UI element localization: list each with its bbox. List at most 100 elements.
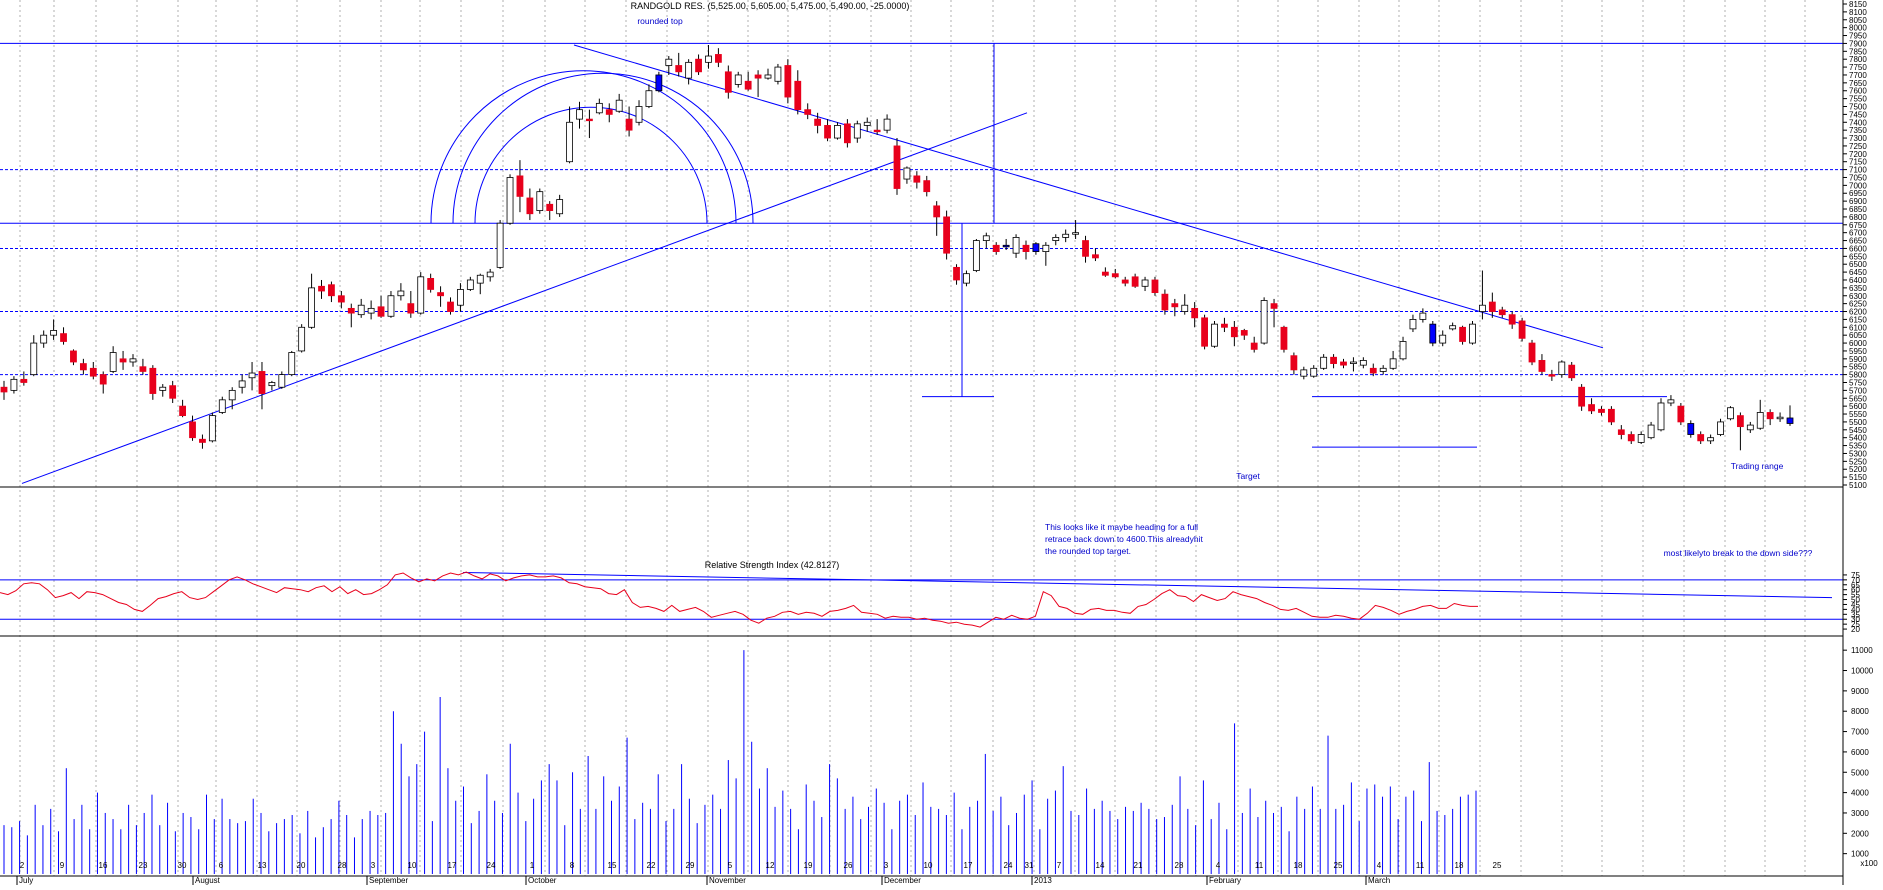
candle-body [665, 58, 673, 66]
volume-axis-label: 9000 [1851, 687, 1869, 696]
candle-body [1558, 361, 1566, 376]
candle-body [278, 374, 286, 388]
candle-body [1677, 405, 1685, 423]
candle-body [675, 65, 683, 73]
candle-body [724, 71, 732, 93]
x-axis-day-label: 26 [844, 861, 853, 870]
x-axis-day-label: 24 [487, 861, 496, 870]
x-axis-month-label: November [709, 876, 746, 885]
candle-body [1409, 319, 1417, 330]
falling-trendline [573, 44, 1604, 349]
candle-body [199, 438, 206, 443]
candle-body [804, 109, 812, 115]
candle-body [784, 65, 792, 98]
candle-body [953, 266, 960, 281]
rsi-axis-label: 45 [1851, 600, 1860, 609]
annotation-rounded-top: rounded top [637, 16, 683, 26]
candle-body [1657, 402, 1665, 431]
candle-body [40, 334, 48, 344]
price-axis-label: 8000 [1849, 24, 1867, 33]
x-axis-day-label: 17 [448, 861, 457, 870]
x-axis-day-label: 21 [1134, 861, 1143, 870]
candle-body [1736, 415, 1744, 428]
candle-body [1082, 240, 1089, 257]
candle-body [1240, 330, 1248, 336]
candle-body [992, 244, 1000, 252]
volume-axis-label: 3000 [1851, 809, 1869, 818]
price-axis-label: 7800 [1849, 55, 1867, 64]
x-axis-day-label: 3 [884, 861, 889, 870]
price-axis-label: 7550 [1849, 95, 1867, 104]
x-axis-month-label: February [1209, 876, 1241, 885]
candle-body [1608, 408, 1615, 423]
candle-body [1300, 369, 1308, 377]
candle-body [60, 333, 67, 342]
price-axis-label: 6950 [1849, 189, 1867, 198]
candle-body [139, 366, 147, 372]
price-axis-label: 6200 [1849, 308, 1867, 317]
candle-body [1459, 326, 1466, 342]
price-axis-label: 6800 [1849, 213, 1867, 222]
x-axis-month-label: July [19, 876, 33, 885]
candle-body [754, 74, 762, 79]
price-axis-label: 5950 [1849, 347, 1867, 356]
rounded-top-arc [452, 72, 754, 224]
price-axis-label: 6550 [1849, 252, 1867, 261]
x-axis-day-label: 30 [178, 861, 187, 870]
candle-body [1588, 404, 1595, 412]
candle-body [70, 350, 77, 363]
candle-body [288, 352, 296, 376]
candle-body [1141, 279, 1149, 287]
price-axis-label: 8100 [1849, 8, 1867, 17]
candle-body [605, 109, 613, 115]
volume-axis-label: 8000 [1851, 707, 1869, 716]
candle-body [377, 306, 385, 317]
price-axis-label: 5900 [1849, 355, 1867, 364]
x-axis-day-label: 23 [139, 861, 148, 870]
x-axis-day-label: 1 [530, 861, 535, 870]
candle-body [238, 380, 246, 388]
rsi-axis-label: 55 [1851, 591, 1860, 600]
candle-body [1766, 412, 1774, 420]
annotation-trading-range: Trading range [1731, 461, 1784, 471]
candle-body [1201, 317, 1208, 347]
candle-body [1310, 367, 1318, 377]
candle-body [1508, 314, 1516, 325]
price-axis-label: 7750 [1849, 63, 1867, 72]
candle-body [218, 399, 226, 413]
x-axis-day-label: 2 [20, 861, 25, 870]
candle-body [337, 295, 345, 303]
x-axis-day-label: 31 [1025, 861, 1034, 870]
x-axis-day-label: 18 [1455, 861, 1464, 870]
candle-body [1161, 293, 1169, 311]
candle-body [705, 55, 712, 63]
rounded-top-arc [474, 106, 708, 224]
candle-body [99, 374, 107, 385]
candle-body [1250, 342, 1258, 350]
candle-body [536, 191, 544, 211]
candle-body [1221, 323, 1228, 328]
price-axis-label: 7500 [1849, 103, 1867, 112]
price-chart-title: RANDGOLD RES. (5,525.00, 5,605.00, 5,475… [631, 1, 910, 11]
x-axis-day-label: 10 [924, 861, 933, 870]
x-axis-day-label: 11 [1416, 861, 1425, 870]
x-axis-day-label: 29 [686, 861, 695, 870]
candle-body [89, 367, 97, 377]
price-axis-label: 7300 [1849, 134, 1867, 143]
price-axis-label: 6900 [1849, 197, 1867, 206]
x-axis-day-label: 18 [1294, 861, 1303, 870]
candle-body [457, 289, 464, 306]
price-axis-label: 6700 [1849, 229, 1867, 238]
candle-body [873, 129, 881, 133]
candle-body [129, 358, 137, 363]
candle-body [685, 61, 693, 79]
annotation-comment-line-3: the rounded top target. [1045, 546, 1131, 556]
candle-body [1012, 237, 1020, 254]
candle-body [1717, 421, 1724, 435]
price-axis-label: 5350 [1849, 442, 1867, 451]
candle-body [625, 118, 633, 131]
candle-body [1617, 429, 1625, 435]
candle-body [586, 118, 593, 122]
